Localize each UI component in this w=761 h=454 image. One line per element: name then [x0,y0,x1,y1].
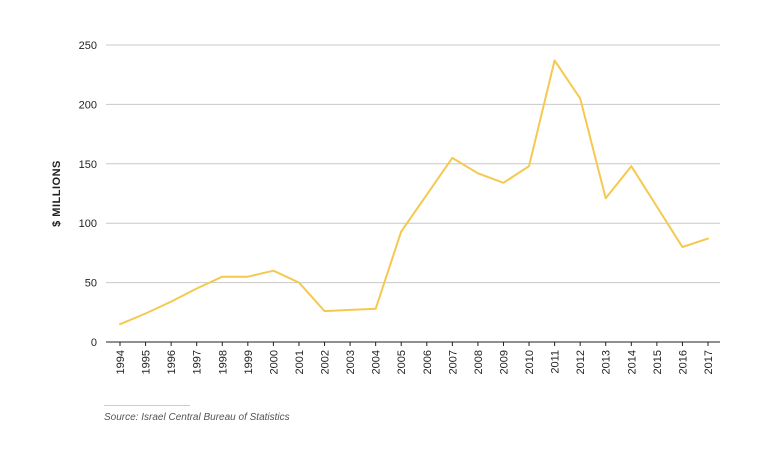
x-tick-label: 2010 [524,350,536,374]
x-tick-label: 2004 [371,350,383,374]
y-tick-label: 250 [79,40,97,52]
x-tick-label: 2009 [498,350,510,374]
x-tick-label: 2017 [703,350,715,374]
source-note: Source: Israel Central Bureau of Statist… [104,412,290,423]
x-tick-label: 2000 [268,350,280,374]
x-tick-label: 2011 [550,350,562,374]
y-tick-label: 0 [91,337,97,349]
x-tick-label: 2003 [345,350,357,374]
x-tick-label: 1994 [115,350,127,374]
x-tick-label: 2006 [422,350,434,374]
x-tick-label: 2002 [320,350,332,374]
x-tick-label: 2008 [473,350,485,374]
x-tick-label: 2005 [396,350,408,374]
x-tick-label: 2013 [601,350,613,374]
x-tick-label: 1997 [192,350,204,374]
y-axis-title: $ MILLIONS [51,160,63,227]
series-line-0 [119,59,709,326]
y-tick-label: 200 [79,99,97,111]
source-divider [104,405,190,406]
x-tick-label: 2007 [447,350,459,374]
x-tick-label: 1998 [217,350,229,374]
x-tick-label: 2015 [652,350,664,374]
x-tick-label: 1995 [141,350,153,374]
x-tick-label: 2012 [575,350,587,374]
x-tick-label: 1999 [243,350,255,374]
y-tick-label: 50 [85,278,97,290]
x-tick-label: 1996 [166,350,178,374]
x-tick-label: 2001 [294,350,306,374]
x-tick-label: 2016 [677,350,689,374]
x-tick-label: 2014 [626,350,638,374]
y-tick-label: 150 [79,159,97,171]
y-tick-label: 100 [79,218,97,230]
